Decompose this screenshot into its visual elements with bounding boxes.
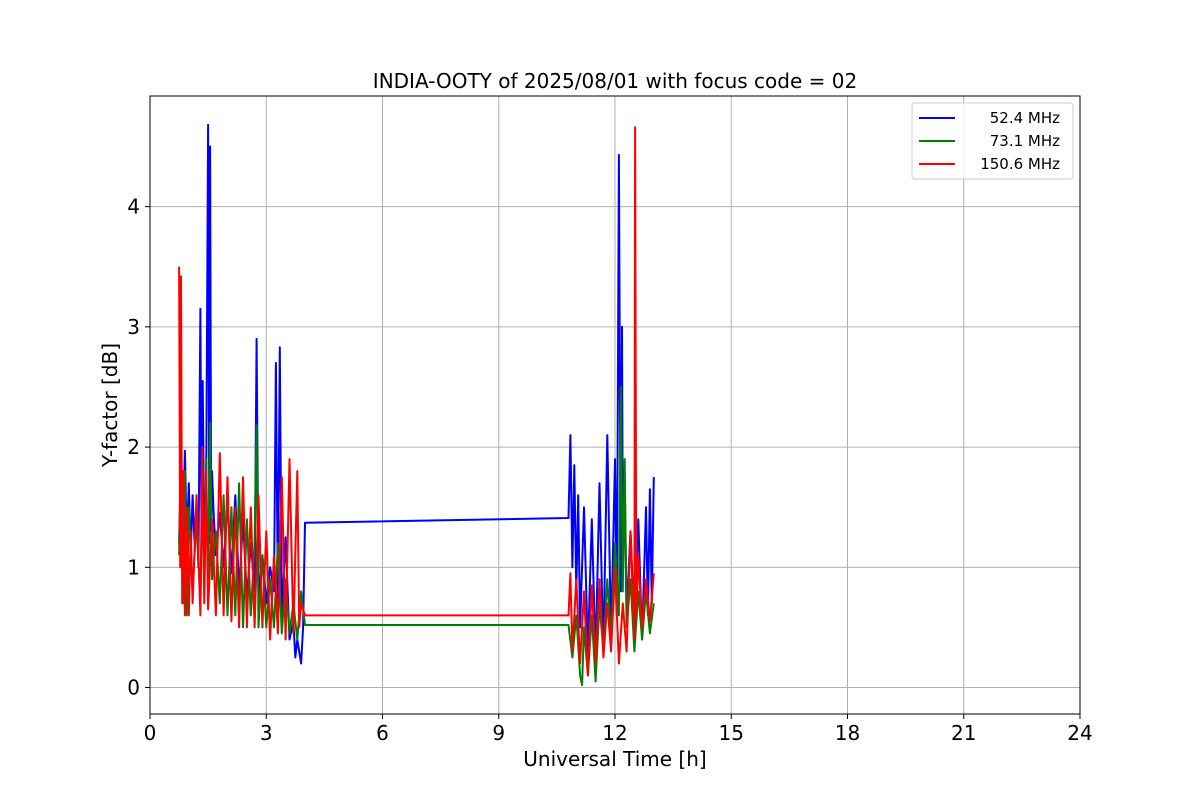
x-axis-ticks: 0 3 6 9 12 15 18 21 24 <box>144 714 1093 745</box>
legend-label-2: 150.6 MHz <box>980 155 1060 173</box>
x-tick-label: 21 <box>951 721 976 745</box>
y-tick-label: 0 <box>127 676 140 700</box>
x-tick-label: 12 <box>602 721 627 745</box>
x-tick-label: 6 <box>376 721 389 745</box>
x-tick-label: 24 <box>1067 721 1092 745</box>
y-tick-label: 1 <box>127 555 140 579</box>
y-tick-label: 2 <box>127 435 140 459</box>
x-tick-label: 3 <box>260 721 273 745</box>
x-tick-label: 15 <box>719 721 744 745</box>
series-lines <box>178 123 655 687</box>
y-axis-ticks: 0 1 2 3 4 <box>127 195 150 700</box>
x-tick-label: 18 <box>835 721 860 745</box>
legend-label-1: 73.1 MHz <box>990 132 1060 150</box>
legend-label-0: 52.4 MHz <box>990 109 1060 127</box>
x-axis-title: Universal Time [h] <box>523 747 706 771</box>
y-tick-label: 4 <box>127 195 140 219</box>
y-tick-label: 3 <box>127 315 140 339</box>
x-tick-label: 9 <box>492 721 505 745</box>
y-axis-title: Y-factor [dB] <box>98 343 122 468</box>
series-line-2 <box>178 126 655 677</box>
legend: 52.4 MHz 73.1 MHz 150.6 MHz <box>911 102 1074 180</box>
chart-title: INDIA-OOTY of 2025/08/01 with focus code… <box>373 69 857 93</box>
x-tick-label: 0 <box>144 721 157 745</box>
legend-box <box>911 102 1074 180</box>
